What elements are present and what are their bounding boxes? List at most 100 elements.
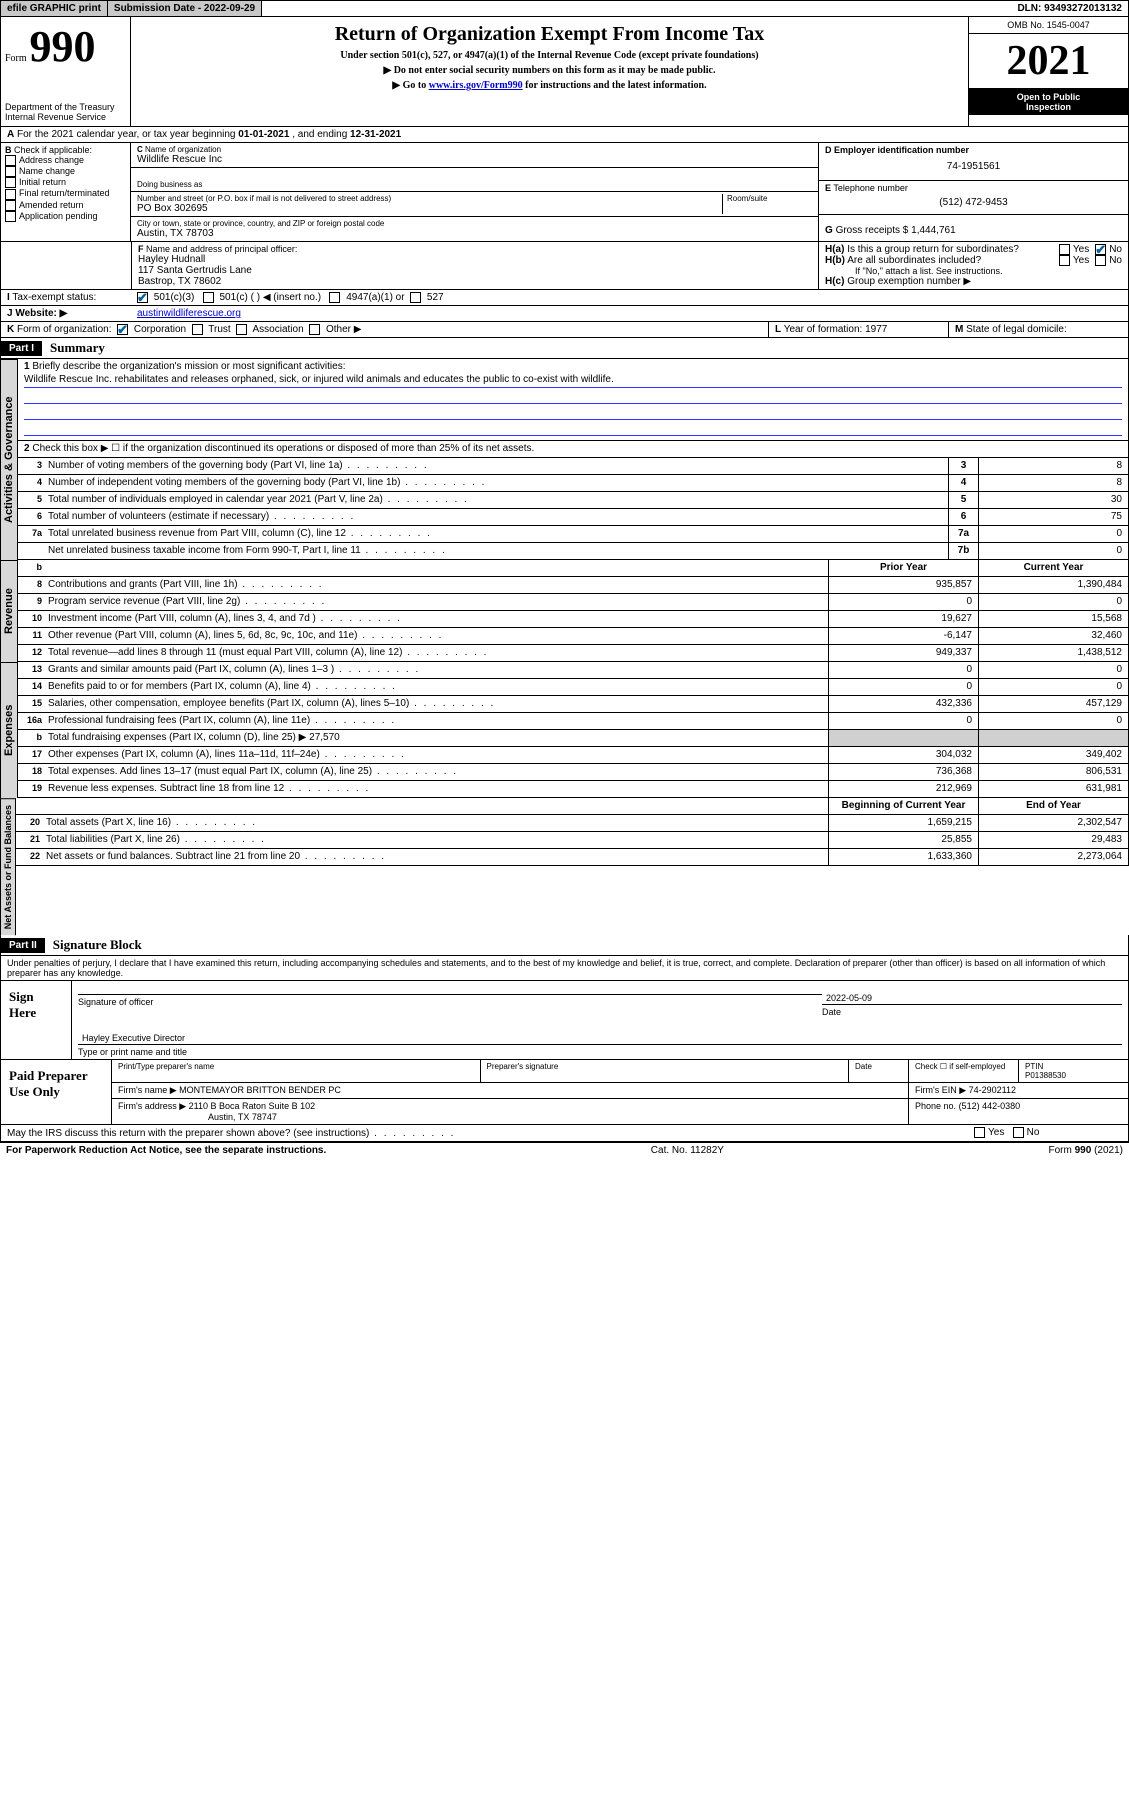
line-prior: 0: [828, 679, 978, 695]
vlabel-revenue: Revenue: [0, 560, 18, 662]
section-a-mid: , and ending: [292, 129, 350, 140]
line-box: 3: [948, 458, 978, 474]
chk-4947[interactable]: [329, 292, 340, 303]
line-prior: 25,855: [828, 832, 978, 848]
row-i: I Tax-exempt status: 501(c)(3) 501(c) ( …: [0, 290, 1129, 306]
line-current: 29,483: [978, 832, 1128, 848]
net-assets-section: Net Assets or Fund Balances Beginning of…: [0, 798, 1129, 935]
line-num: 18: [18, 764, 46, 780]
line-desc: Benefits paid to or for members (Part IX…: [46, 679, 828, 695]
sig-name-title-value: Hayley Executive Director: [78, 1023, 1122, 1045]
line-desc: Other expenses (Part IX, column (A), lin…: [46, 747, 828, 763]
form990-link[interactable]: www.irs.gov/Form990: [429, 80, 523, 91]
chk-initial-return[interactable]: [5, 177, 16, 188]
line-num: 5: [18, 492, 46, 508]
sub3-pre: ▶ Go to: [392, 80, 428, 91]
state-domicile-label: State of legal domicile:: [966, 324, 1067, 335]
submission-date-label: Submission Date -: [114, 3, 204, 14]
line-num: 17: [18, 747, 46, 763]
website-link[interactable]: austinwildliferescue.org: [137, 308, 241, 319]
efile-print-button[interactable]: efile GRAPHIC print: [1, 1, 108, 16]
line-16b: b Total fundraising expenses (Part IX, c…: [18, 730, 1129, 747]
chk-501c3[interactable]: [137, 292, 148, 303]
chk-discuss-no[interactable]: [1013, 1127, 1024, 1138]
header-center: Return of Organization Exempt From Incom…: [131, 17, 968, 126]
city-value: Austin, TX 78703: [137, 228, 812, 239]
chk-other[interactable]: [309, 324, 320, 335]
na-header-row: Beginning of Current Year End of Year: [16, 798, 1129, 815]
hdr-b: b: [18, 560, 46, 576]
chk-527[interactable]: [410, 292, 421, 303]
chk-501c[interactable]: [203, 292, 214, 303]
footer-left: For Paperwork Reduction Act Notice, see …: [6, 1145, 326, 1156]
money-line: 21 Total liabilities (Part X, line 26) 2…: [16, 832, 1129, 849]
part2-title: Signature Block: [45, 935, 150, 955]
gross-receipts-label: Gross receipts $: [836, 225, 909, 236]
line-current: 15,568: [978, 611, 1128, 627]
line-16b-desc: Total fundraising expenses (Part IX, col…: [46, 730, 828, 746]
chk-discuss-yes[interactable]: [974, 1127, 985, 1138]
form-header: Form 990 Department of the Treasury Inte…: [0, 17, 1129, 127]
officer-addr1: 117 Santa Gertrudis Lane: [138, 265, 812, 276]
form-org-label: Form of organization:: [17, 324, 112, 335]
firm-ein-value: 74-2902112: [969, 1085, 1016, 1095]
money-line: 17 Other expenses (Part IX, column (A), …: [18, 747, 1129, 764]
part2-number: Part II: [1, 938, 45, 953]
dept-label: Department of the Treasury: [5, 102, 126, 112]
opt-4947: 4947(a)(1) or: [346, 292, 404, 303]
line-val: 8: [978, 458, 1128, 474]
money-line: 18 Total expenses. Add lines 13–17 (must…: [18, 764, 1129, 781]
money-line: 22 Net assets or fund balances. Subtract…: [16, 849, 1129, 866]
line-num: 14: [18, 679, 46, 695]
chk-application-pending[interactable]: [5, 211, 16, 222]
discuss-no: No: [1027, 1128, 1040, 1139]
line-val: 0: [978, 543, 1128, 559]
gov-line: 3 Number of voting members of the govern…: [18, 458, 1129, 475]
row-j: J Website: ▶ austinwildliferescue.org: [0, 306, 1129, 322]
chk-corp[interactable]: [117, 324, 128, 335]
h-note: If "No," attach a list. See instructions…: [825, 266, 1122, 276]
line2-text: Check this box ▶ ☐ if the organization d…: [32, 443, 534, 454]
paid-preparer-label: Paid Preparer Use Only: [1, 1060, 111, 1124]
part1-bar: Part I Summary: [0, 338, 1129, 359]
line-num: 7a: [18, 526, 46, 542]
sig-officer-field[interactable]: [78, 983, 822, 995]
firm-name-label: Firm's name ▶: [118, 1085, 177, 1095]
chk-amended-return[interactable]: [5, 200, 16, 211]
line-16b-num: b: [18, 730, 46, 746]
ein-label: Employer identification number: [834, 145, 969, 155]
chk-hb-yes[interactable]: [1059, 255, 1070, 266]
tax-exempt-label: Tax-exempt status:: [12, 292, 96, 303]
line-num: [18, 543, 46, 559]
city-label: City or town, state or province, country…: [137, 219, 812, 228]
line-desc: Revenue less expenses. Subtract line 18 …: [46, 781, 828, 797]
officer-addr2: Bastrop, TX 78602: [138, 276, 812, 287]
line-prior: -6,147: [828, 628, 978, 644]
revenue-header-row: b Prior Year Current Year: [18, 560, 1129, 577]
section-a-pre: For the 2021 calendar year, or tax year …: [17, 129, 238, 140]
firm-name-value: MONTEMAYOR BRITTON BENDER PC: [179, 1085, 341, 1095]
money-line: 16a Professional fundraising fees (Part …: [18, 713, 1129, 730]
line-box: 7b: [948, 543, 978, 559]
line-current: 0: [978, 662, 1128, 678]
line-current: 0: [978, 679, 1128, 695]
chk-ha-no[interactable]: [1095, 244, 1106, 255]
line-num: 3: [18, 458, 46, 474]
mission-text: Wildlife Rescue Inc. rehabilitates and r…: [24, 374, 1122, 388]
chk-address-change[interactable]: [5, 155, 16, 166]
chk-name-change[interactable]: [5, 166, 16, 177]
chk-ha-yes[interactable]: [1059, 244, 1070, 255]
sign-here-label: Sign Here: [1, 981, 71, 1059]
chk-trust[interactable]: [192, 324, 203, 335]
line-box: 7a: [948, 526, 978, 542]
na-hdr-spacer2: [44, 798, 828, 814]
chk-final-return[interactable]: [5, 189, 16, 200]
chk-assoc[interactable]: [236, 324, 247, 335]
firm-phone-row: Phone no. (512) 442-0380: [908, 1099, 1128, 1124]
line-current: 0: [978, 713, 1128, 729]
chk-hb-no[interactable]: [1095, 255, 1106, 266]
gov-line: 6 Total number of volunteers (estimate i…: [18, 509, 1129, 526]
header-sub2: ▶ Do not enter social security numbers o…: [137, 65, 962, 76]
ptin-value: P01388530: [1025, 1071, 1122, 1080]
gov-line: 4 Number of independent voting members o…: [18, 475, 1129, 492]
